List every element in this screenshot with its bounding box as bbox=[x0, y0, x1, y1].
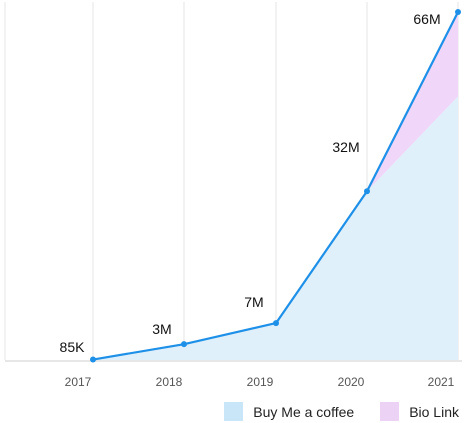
legend-label-bio-link: Bio Link bbox=[409, 403, 459, 420]
legend-item-bio-link: Bio Link bbox=[380, 402, 459, 421]
x-tick-label-2018: 2018 bbox=[156, 375, 183, 389]
point-2018 bbox=[181, 341, 187, 348]
point-2019 bbox=[273, 320, 279, 327]
x-tick-label-2019: 2019 bbox=[247, 375, 274, 389]
legend-swatch-bio-link bbox=[380, 402, 400, 421]
legend-label-buy-me-a-coffee: Buy Me a coffee bbox=[253, 403, 355, 420]
area-buy-me-a-coffee bbox=[93, 96, 458, 360]
point-2017 bbox=[90, 356, 96, 363]
x-tick-label-2017: 2017 bbox=[65, 375, 92, 389]
data-label-2018: 3M bbox=[152, 321, 171, 337]
x-tick-label-2021: 2021 bbox=[428, 375, 455, 389]
data-label-2020: 32M bbox=[332, 139, 359, 155]
data-label-2019: 7M bbox=[244, 294, 263, 310]
x-tick-label-2020: 2020 bbox=[338, 375, 365, 389]
point-2021 bbox=[455, 9, 461, 15]
legend-item-buy-me-a-coffee: Buy Me a coffee bbox=[224, 402, 354, 421]
data-label-2017: 85K bbox=[60, 339, 86, 355]
legend-swatch-buy-me-a-coffee bbox=[224, 402, 244, 421]
legend: Buy Me a coffee Bio Link bbox=[224, 402, 459, 421]
data-label-2021: 66M bbox=[413, 11, 440, 27]
point-2020 bbox=[364, 188, 370, 195]
